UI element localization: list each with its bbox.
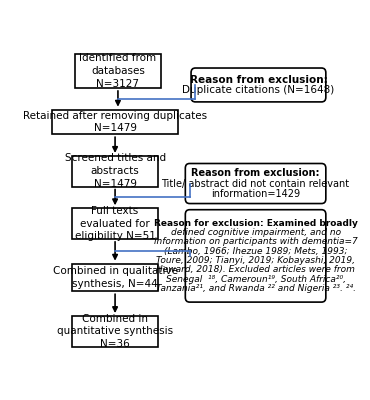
Text: defined cognitive impairment, and no: defined cognitive impairment, and no <box>171 228 341 237</box>
Text: Duplicate citations (N=1648): Duplicate citations (N=1648) <box>182 85 334 95</box>
Text: Identified from
databases
N=3127: Identified from databases N=3127 <box>80 53 157 89</box>
Text: Combined in
quantitative synthesis
N=36: Combined in quantitative synthesis N=36 <box>57 314 173 349</box>
FancyBboxPatch shape <box>75 54 161 88</box>
Text: Full texts
evaluated for
eligibility N=51: Full texts evaluated for eligibility N=5… <box>75 206 155 241</box>
Text: information on participants with dementia=7: information on participants with dementi… <box>154 237 357 246</box>
FancyBboxPatch shape <box>52 110 178 134</box>
FancyBboxPatch shape <box>185 164 326 204</box>
FancyBboxPatch shape <box>185 210 326 302</box>
FancyBboxPatch shape <box>72 208 158 239</box>
Text: Tanzania²¹, and Rwanda ²² and Nigeria ²³․ ²⁴.: Tanzania²¹, and Rwanda ²² and Nigeria ²³… <box>155 284 356 293</box>
Text: Combined in qualitative
synthesis, N=44: Combined in qualitative synthesis, N=44 <box>53 266 178 289</box>
Text: Toure, 2009; Tianyi, 2019; Kobayashi, 2019,: Toure, 2009; Tianyi, 2019; Kobayashi, 20… <box>156 256 355 265</box>
FancyBboxPatch shape <box>72 264 158 291</box>
Text: Title/ abstract did not contain relevant: Title/ abstract did not contain relevant <box>162 178 350 188</box>
Text: information=1429: information=1429 <box>211 189 300 199</box>
Text: Reason from exclusion:: Reason from exclusion: <box>189 74 327 84</box>
FancyBboxPatch shape <box>72 316 158 347</box>
Text: Senegal  ¹⁸, Cameroun¹⁹, South Africa²⁰,: Senegal ¹⁸, Cameroun¹⁹, South Africa²⁰, <box>166 275 346 284</box>
Text: (Lambo, 1966; Ihezue 1989; Mets, 1993;: (Lambo, 1966; Ihezue 1989; Mets, 1993; <box>164 247 347 256</box>
FancyBboxPatch shape <box>191 68 326 102</box>
Text: Reason for exclusion: Examined broadly: Reason for exclusion: Examined broadly <box>154 218 357 228</box>
Text: Retained after removing duplicates
N=1479: Retained after removing duplicates N=147… <box>23 110 207 133</box>
Text: Screened titles and
abstracts
N=1479: Screened titles and abstracts N=1479 <box>64 153 166 189</box>
FancyBboxPatch shape <box>72 156 158 186</box>
Text: Reason from exclusion:: Reason from exclusion: <box>191 168 320 178</box>
Text: Heward, 2018). Excluded articles were from: Heward, 2018). Excluded articles were fr… <box>156 266 355 274</box>
